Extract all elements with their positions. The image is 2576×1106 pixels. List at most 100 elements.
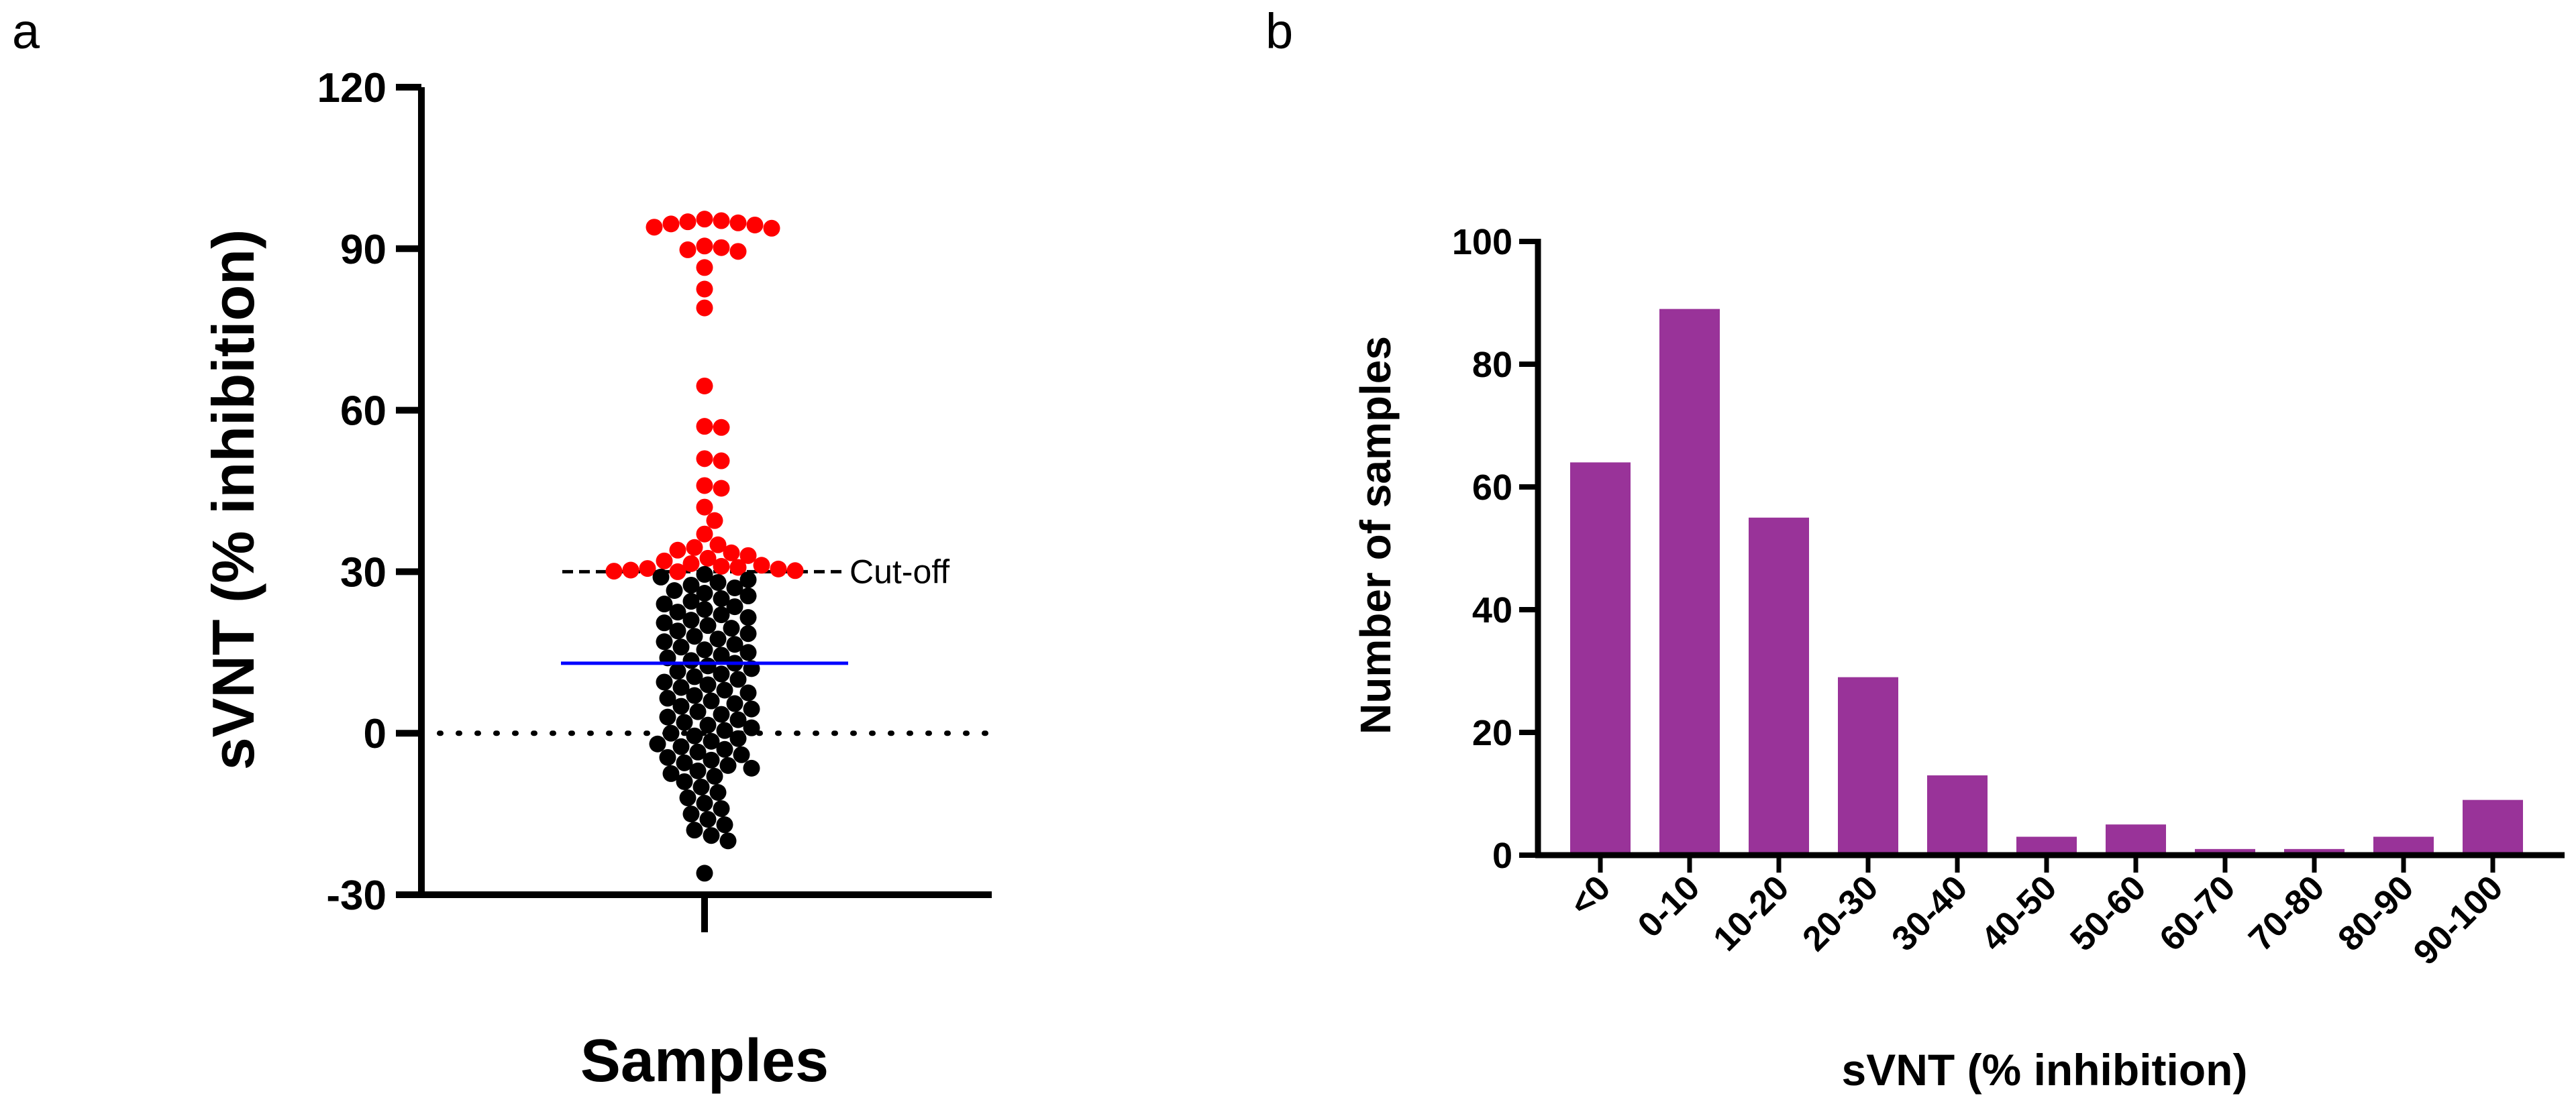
data-point: [713, 706, 730, 723]
data-point: [699, 549, 717, 567]
data-point: [739, 547, 757, 564]
data-point: [669, 663, 686, 680]
y-tick-label: 0: [364, 711, 387, 757]
panel-b-bars: [1570, 309, 2523, 855]
x-tick-label: 40-50: [1973, 868, 2064, 958]
data-point: [713, 590, 730, 608]
y-tick-label: 60: [1472, 467, 1512, 508]
data-point: [682, 612, 700, 629]
data-point: [686, 822, 703, 839]
data-point: [679, 213, 697, 231]
data-point: [706, 512, 723, 529]
data-point: [689, 703, 707, 720]
data-point: [682, 593, 700, 610]
data-point: [729, 730, 747, 747]
data-point: [689, 762, 707, 779]
data-point: [689, 743, 707, 761]
data-point: [656, 614, 673, 632]
data-point: [716, 740, 733, 758]
bar: [2106, 824, 2166, 855]
data-point: [696, 280, 713, 298]
panel-label-b: b: [1266, 3, 1293, 59]
x-tick-label: 10-20: [1706, 868, 1796, 958]
data-point: [713, 239, 730, 256]
data-point: [723, 620, 740, 637]
data-point: [726, 598, 743, 616]
data-point: [729, 214, 747, 231]
data-point: [713, 480, 730, 497]
data-point: [713, 800, 730, 818]
data-point: [696, 565, 713, 583]
data-point: [713, 557, 730, 575]
data-point: [679, 241, 697, 258]
data-point: [713, 452, 730, 469]
data-point: [656, 596, 673, 613]
data-point: [733, 746, 750, 763]
data-point: [676, 714, 693, 731]
y-tick-label: 80: [1472, 345, 1512, 385]
data-point: [753, 557, 770, 574]
data-point: [699, 676, 717, 694]
data-point: [696, 585, 713, 602]
y-tick-label: 100: [1452, 222, 1512, 262]
bar: [2463, 799, 2523, 855]
data-point: [649, 735, 666, 753]
data-point: [696, 498, 713, 516]
panel-b-x-axis-title: sVNT (% inhibition): [1842, 1045, 2248, 1095]
data-point: [696, 525, 713, 543]
data-point: [699, 811, 717, 828]
data-point: [659, 749, 676, 766]
data-point: [672, 679, 690, 696]
data-point: [652, 568, 670, 586]
data-point: [666, 582, 683, 599]
data-point: [656, 633, 673, 651]
x-tick-label: 0-10: [1631, 868, 1708, 945]
data-point: [739, 684, 757, 702]
data-point: [696, 211, 713, 228]
data-point: [696, 795, 713, 812]
data-point: [696, 477, 713, 494]
data-point: [716, 816, 733, 834]
data-point: [656, 673, 673, 691]
data-point: [676, 754, 693, 771]
bar: [2195, 848, 2255, 855]
bar: [2016, 836, 2077, 855]
y-tick-label: 120: [317, 65, 387, 111]
data-point: [686, 539, 703, 556]
data-point: [662, 215, 680, 233]
data-point: [739, 609, 757, 626]
data-point: [696, 641, 713, 659]
data-point: [696, 601, 713, 618]
data-point: [739, 644, 757, 661]
data-point: [703, 732, 720, 750]
data-point: [706, 767, 723, 785]
data-point: [739, 625, 757, 643]
data-point: [696, 418, 713, 435]
data-point: [696, 237, 713, 255]
data-point: [739, 588, 757, 605]
y-tick-label: 20: [1472, 713, 1512, 753]
data-point: [696, 450, 713, 467]
x-tick-label: 30-40: [1884, 868, 1975, 958]
data-point: [729, 671, 747, 688]
data-point: [696, 259, 713, 276]
data-point: [703, 692, 720, 710]
data-point: [622, 561, 639, 579]
data-point: [743, 719, 760, 736]
x-tick-label: 90-100: [2406, 868, 2511, 973]
y-tick-label: 60: [340, 388, 387, 435]
data-point: [686, 668, 703, 685]
data-point: [709, 536, 727, 553]
x-tick-label: 50-60: [2063, 868, 2153, 958]
data-point: [703, 751, 720, 769]
data-point: [729, 711, 747, 728]
data-point: [682, 652, 700, 669]
data-point: [696, 377, 713, 394]
data-point: [726, 695, 743, 712]
data-point: [669, 622, 686, 640]
panel-b-y-axis-title: Number of samples: [1351, 336, 1400, 734]
bar: [1838, 677, 1898, 855]
x-tick-label: 20-30: [1795, 868, 1886, 958]
bar: [1927, 775, 1988, 855]
